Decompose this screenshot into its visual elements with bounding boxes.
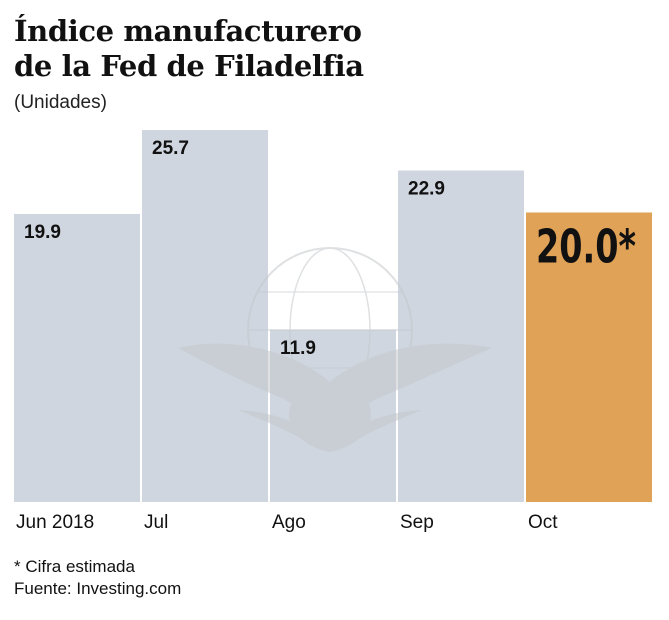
bar-chart: 19.9 25.7 11.9 22.9 20.0* Jun 2018 Jul Ago Sep O… bbox=[14, 130, 652, 533]
bar-jul bbox=[142, 130, 268, 502]
eagle-globe-watermark-icon bbox=[178, 247, 492, 452]
x-tick-label-oct: Oct bbox=[528, 512, 558, 533]
chart-title-line-1: Índice manufacturero bbox=[14, 14, 362, 48]
value-label-jun-2018: 19.9 bbox=[24, 222, 61, 243]
bar-oct bbox=[526, 212, 652, 502]
footnote: * Cifra estimada Fuente: Investing.com bbox=[14, 556, 181, 600]
tick-labels-group: Jun 2018 Jul Ago Sep Oct bbox=[16, 512, 558, 533]
chart-title: Índice manufacturero de la Fed de Filade… bbox=[14, 14, 614, 84]
x-tick-label-jun-2018: Jun 2018 bbox=[16, 512, 94, 533]
note-source: Fuente: Investing.com bbox=[14, 579, 182, 598]
value-label-jul: 25.7 bbox=[152, 138, 189, 159]
bar-jun-2018 bbox=[14, 213, 140, 502]
value-label-sep: 22.9 bbox=[408, 179, 445, 200]
note-estimate: * Cifra estimada bbox=[14, 557, 135, 576]
x-tick-label-sep: Sep bbox=[400, 512, 434, 533]
bar-sep bbox=[398, 170, 524, 502]
bars-group bbox=[14, 130, 652, 502]
chart-title-line-2: de la Fed de Filadelfia bbox=[14, 49, 364, 83]
value-label-oct: 20.0* bbox=[536, 220, 636, 274]
value-label-ago: 11.9 bbox=[280, 338, 316, 359]
x-tick-label-jul: Jul bbox=[144, 512, 168, 533]
value-labels-group: 19.9 25.7 11.9 22.9 20.0* bbox=[24, 138, 636, 359]
chart-subtitle: (Unidades) bbox=[14, 92, 107, 113]
x-tick-label-ago: Ago bbox=[272, 512, 306, 533]
